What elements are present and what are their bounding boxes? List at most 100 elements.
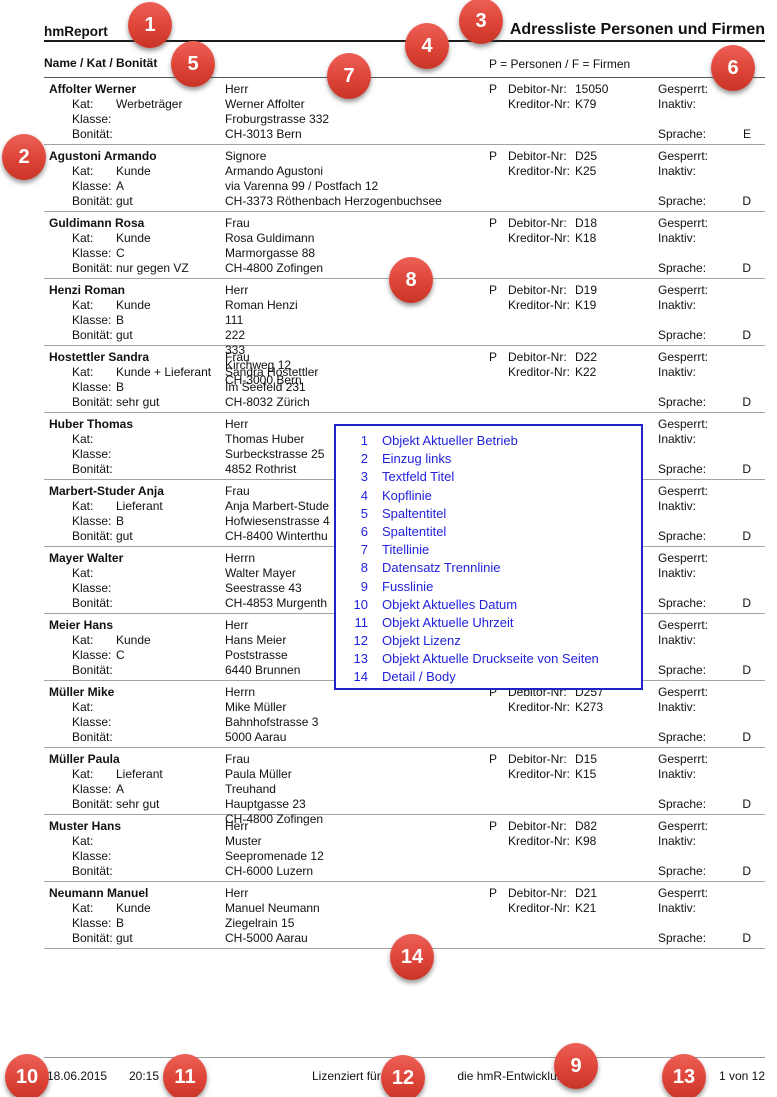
record-address: Frau Anja Marbert-Stude Hofwiesenstrasse 4… — [225, 484, 330, 544]
bonitaet-row: Bonität: gut — [72, 328, 765, 343]
kat-label: Kat: — [72, 767, 94, 781]
record-row: Marbert-Studer Anja Kat: Lieferant Klasse… — [44, 480, 765, 547]
address-line: CH-4800 Zofingen — [225, 261, 324, 275]
report-title: Adressliste Personen und Firmen — [509, 21, 765, 38]
debitor-row: Debitor-Nr: D15 — [508, 752, 597, 767]
klasse-value: B — [116, 380, 125, 394]
kreditor-value: K15 — [575, 767, 597, 781]
address-line: Herrn — [225, 551, 256, 565]
bonitaet-row: Bonität: sehr gut — [72, 395, 765, 410]
klasse-label: Klasse: — [72, 648, 112, 662]
record-left-column: Hostettler Sandra Kat: Kunde + Lieferant … — [44, 350, 765, 410]
debitor-row: Debitor-Nr: D19 — [508, 283, 597, 298]
bonitaet-row: Bonität: — [72, 730, 765, 745]
address-line: 6440 Brunnen — [225, 663, 301, 677]
kat-row: Kat: — [72, 834, 765, 849]
debitor-label: Debitor-Nr: — [508, 82, 567, 96]
bonitaet-value: sehr gut — [116, 395, 160, 409]
kat-row: Kat: Kunde — [72, 298, 765, 313]
kreditor-row: Kreditor-Nr: K98 — [508, 834, 597, 849]
inaktiv-label: Inaktiv: — [658, 633, 697, 647]
debitor-row: Debitor-Nr: D18 — [508, 216, 597, 231]
address-line: Herrn — [225, 685, 256, 699]
column-title-right: P = Personen / F = Firmen — [489, 57, 631, 71]
address-line: Kirchweg 12 — [225, 358, 292, 372]
record-row: Agustoni Armando Kat: Kunde Klasse: A Boni… — [44, 145, 765, 212]
kat-value: Kunde — [116, 231, 151, 245]
sprache-value: D — [742, 261, 751, 275]
legend-item-label: Objekt Lizenz — [382, 633, 461, 649]
record-status-block: Gesperrt: Inaktiv: — [658, 886, 708, 916]
kat-label: Kat: — [72, 566, 94, 580]
legend-item-label: Objekt Aktueller Betrieb — [382, 433, 518, 448]
sprache-value: D — [742, 663, 751, 677]
inaktiv-label: Inaktiv: — [658, 298, 697, 312]
kat-label: Kat: — [72, 432, 94, 446]
klasse-value: B — [116, 916, 125, 930]
address-line: Poststrasse — [225, 648, 288, 662]
footer-date: 18.06.2015 — [47, 1069, 108, 1083]
record-status-block: Gesperrt: Inaktiv: — [658, 484, 708, 514]
kat-label: Kat: — [72, 901, 94, 915]
bonitaet-row: Bonität: gut — [72, 931, 765, 946]
record-name: Hostettler Sandra — [49, 350, 150, 364]
legend-item: 6 Spaltentitel — [336, 524, 641, 542]
kat-value: Kunde — [116, 633, 151, 647]
kat-value: Kunde — [116, 901, 151, 915]
kreditor-row: Kreditor-Nr: K15 — [508, 767, 597, 782]
bonitaet-label: Bonität: — [72, 931, 113, 945]
legend-item-label: Spaltentitel — [382, 523, 447, 539]
gesperrt-label: Gesperrt: — [658, 618, 709, 632]
record-name: Agustoni Armando — [49, 149, 157, 163]
kat-label: Kat: — [72, 700, 94, 714]
record-address: Herr Hans Meier Poststrasse 6440 Brunnen — [225, 618, 300, 678]
record-row: Muster Hans Kat: Klasse: Bonität: Herr Mu… — [44, 815, 765, 882]
record-address: Signore Armando Agustoni via Varenna 99 / … — [225, 149, 442, 209]
sprache-label: Sprache: — [658, 194, 707, 208]
kat-label: Kat: — [72, 834, 94, 848]
kat-value: Werbeträger — [116, 97, 183, 111]
footer-license: Lizenziert für Basis die hmR-Entwicklung — [312, 1069, 570, 1083]
record-name: Müller Paula — [49, 752, 120, 766]
klasse-row: Klasse: — [72, 112, 765, 127]
record-type-flag: P — [489, 886, 498, 900]
kat-label: Kat: — [72, 164, 94, 178]
callout-circle-11: 11 — [163, 1054, 207, 1097]
record-address: Frau Sandra Hostettler Im Seefeld 231 CH-80… — [225, 350, 318, 410]
bonitaet-value: gut — [116, 529, 133, 543]
record-name: Neumann Manuel — [49, 886, 149, 900]
gesperrt-label: Gesperrt: — [658, 551, 709, 565]
legend-item-number: 13 — [353, 651, 368, 667]
legend-item-number: 6 — [360, 523, 368, 539]
callout-circle-9: 9 — [554, 1043, 598, 1089]
kat-row: Kat: Kunde — [72, 901, 765, 916]
legend-item: 3 Textfeld Titel — [336, 469, 641, 487]
record-left-column: Neumann Manuel Kat: Kunde Klasse: B Bonitä… — [44, 886, 765, 946]
klasse-value: C — [116, 648, 125, 662]
record-status-block: Gesperrt: Inaktiv: — [658, 819, 708, 849]
bonitaet-label: Bonität: — [72, 261, 113, 275]
kat-value: Kunde — [116, 164, 151, 178]
record-name: Mayer Walter — [49, 551, 124, 565]
bonitaet-label: Bonität: — [72, 596, 113, 610]
record-language-row: Sprache: D — [658, 730, 765, 745]
legend-item-number: 9 — [360, 578, 368, 594]
address-line: Sandra Hostettler — [225, 365, 319, 379]
legend-item-label: Objekt Aktuelles Datum — [382, 596, 518, 612]
record-address: Herr Thomas Huber Surbeckstrasse 25 4852 Ro… — [225, 417, 324, 477]
kat-row: Kat: Werbeträger — [72, 97, 765, 112]
legend-item-label: Einzug links — [382, 451, 452, 467]
kat-label: Kat: — [72, 231, 94, 245]
address-line: Armando Agustoni — [225, 164, 324, 178]
inaktiv-label: Inaktiv: — [658, 901, 697, 915]
address-line: Walter Mayer — [225, 566, 296, 580]
legend-item: 12 Objekt Lizenz — [336, 633, 641, 651]
record-name: Muster Hans — [49, 819, 122, 833]
debitor-value: 15050 — [575, 82, 609, 96]
address-line: Roman Henzi — [225, 298, 298, 312]
record-left-column: Muster Hans Kat: Klasse: Bonität: — [44, 819, 765, 879]
legend-item-number: 11 — [354, 614, 369, 630]
legend-item-number: 7 — [360, 542, 368, 558]
legend-item-number: 2 — [360, 451, 368, 467]
record-row: Müller Mike Kat: Klasse: Bonität: Herrn M… — [44, 681, 765, 748]
